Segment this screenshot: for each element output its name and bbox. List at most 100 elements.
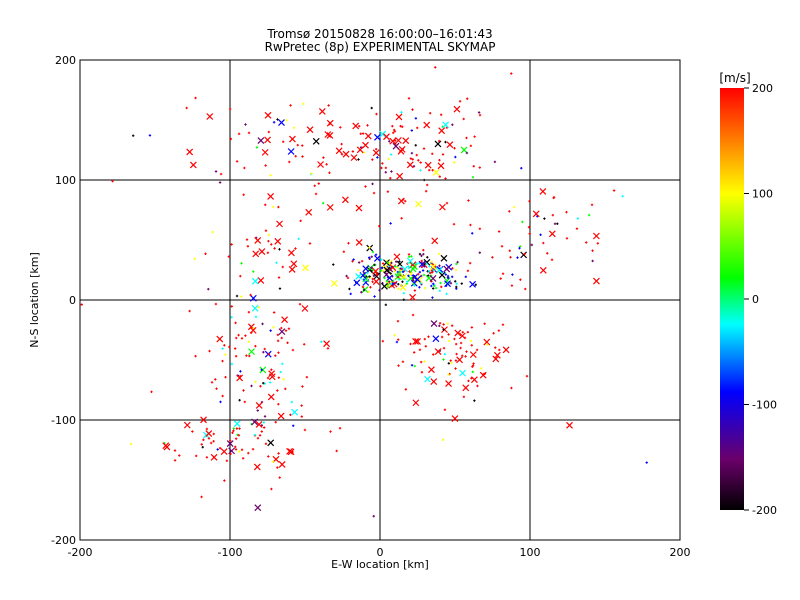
- data-point: [338, 427, 342, 430]
- chart-subtitle: RwPretec (8p) EXPERIMENTAL SKYMAP: [265, 40, 496, 54]
- data-point: [411, 313, 415, 317]
- data-point: [335, 449, 338, 453]
- data-point: [150, 390, 153, 394]
- data-point: [498, 348, 501, 352]
- data-point: [210, 381, 214, 384]
- data-point: [278, 476, 281, 479]
- data-point: [238, 399, 241, 402]
- data-point: [234, 445, 237, 449]
- data-point: [470, 344, 473, 347]
- data-point: [471, 175, 475, 179]
- data-point: [442, 121, 450, 129]
- data-point: [302, 343, 306, 346]
- data-point: [383, 259, 390, 267]
- data-point: [214, 378, 217, 381]
- data-point: [267, 193, 275, 200]
- data-point: [148, 134, 152, 137]
- data-point: [455, 352, 458, 356]
- data-point: [289, 104, 292, 107]
- data-point: [234, 437, 238, 440]
- data-point: [276, 466, 279, 469]
- data-point: [237, 132, 241, 136]
- data-point: [358, 124, 361, 128]
- data-point: [439, 281, 442, 285]
- data-point: [438, 252, 441, 256]
- data-point: [206, 113, 214, 120]
- data-point: [414, 144, 417, 147]
- data-point: [412, 165, 416, 168]
- data-point: [389, 282, 393, 286]
- data-point: [261, 322, 264, 326]
- data-point: [247, 340, 250, 343]
- colorbar-label: [m/s]: [719, 71, 750, 85]
- colorbar-tick-label: 100: [752, 188, 773, 201]
- data-point: [399, 284, 407, 291]
- data-point: [384, 166, 388, 170]
- data-point: [411, 276, 415, 280]
- data-point: [318, 108, 326, 115]
- data-point: [423, 360, 426, 363]
- data-point: [276, 339, 280, 343]
- data-point: [386, 261, 389, 264]
- data-point: [350, 154, 358, 162]
- data-point: [285, 119, 288, 122]
- data-point: [413, 364, 417, 368]
- data-point: [409, 265, 417, 273]
- data-point: [209, 441, 213, 445]
- data-point: [200, 416, 207, 424]
- data-point: [360, 259, 364, 263]
- data-point: [374, 253, 378, 256]
- data-point: [432, 353, 435, 356]
- data-point: [478, 227, 482, 230]
- data-point: [442, 328, 445, 331]
- data-point: [465, 136, 468, 140]
- data-point: [458, 100, 462, 103]
- data-point: [550, 258, 554, 261]
- data-point: [438, 127, 446, 135]
- data-point: [502, 346, 510, 354]
- data-point: [232, 427, 236, 430]
- data-point: [240, 448, 244, 451]
- data-point: [299, 219, 302, 223]
- data-point: [263, 415, 267, 418]
- data-point: [461, 331, 464, 334]
- data-point: [430, 320, 438, 327]
- data-point: [228, 447, 236, 455]
- data-point: [202, 438, 205, 442]
- data-point: [390, 170, 393, 173]
- y-tick-label: 100: [55, 174, 76, 187]
- data-point: [374, 147, 378, 151]
- data-point: [401, 360, 405, 363]
- data-point: [257, 306, 260, 309]
- data-point: [244, 123, 247, 126]
- data-point: [242, 389, 245, 392]
- data-point: [378, 224, 381, 228]
- data-point: [375, 273, 379, 277]
- data-point: [548, 230, 556, 238]
- data-point: [494, 346, 497, 349]
- data-point: [264, 203, 267, 206]
- data-point: [415, 262, 418, 265]
- x-tick-label: 100: [520, 546, 541, 559]
- data-point: [111, 179, 114, 183]
- data-point: [501, 323, 505, 326]
- data-point: [427, 274, 430, 277]
- data-point: [410, 364, 414, 367]
- data-point: [400, 111, 403, 114]
- data-point: [402, 137, 410, 145]
- data-point: [328, 171, 331, 174]
- data-point: [254, 380, 257, 384]
- data-point: [432, 168, 440, 176]
- data-point: [219, 172, 223, 176]
- data-point: [270, 487, 273, 491]
- data-point: [223, 479, 226, 482]
- data-point: [509, 256, 512, 259]
- data-point: [362, 265, 370, 273]
- data-point: [511, 273, 514, 276]
- data-point: [266, 251, 270, 254]
- data-point: [368, 275, 371, 278]
- data-point: [406, 161, 414, 169]
- data-point: [407, 253, 411, 256]
- data-point: [186, 148, 194, 156]
- data-point: [420, 274, 423, 278]
